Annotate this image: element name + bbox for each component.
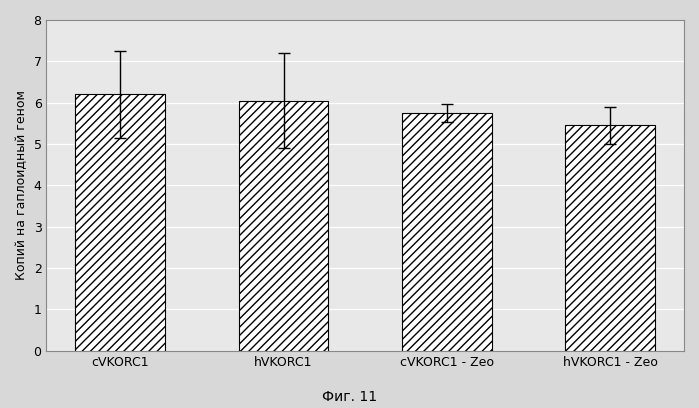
- Bar: [402, 113, 491, 350]
- Bar: [75, 94, 165, 350]
- Text: Фиг. 11: Фиг. 11: [322, 390, 377, 404]
- Bar: [565, 125, 655, 350]
- Y-axis label: Копий на гаплоидный геном: Копий на гаплоидный геном: [15, 90, 28, 280]
- Bar: [238, 101, 329, 350]
